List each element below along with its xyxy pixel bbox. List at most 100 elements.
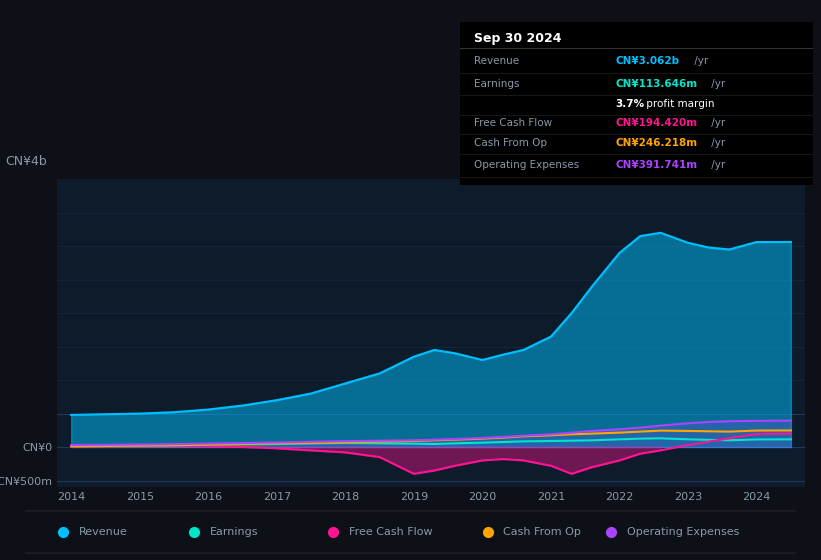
Earnings: [786, 436, 796, 443]
Text: CN¥4b: CN¥4b: [5, 155, 47, 167]
Revenue: [67, 412, 76, 418]
Operating Expenses: [67, 442, 76, 449]
Line: Free Cash Flow: Free Cash Flow: [71, 433, 791, 474]
Revenue: [683, 240, 693, 246]
Revenue: [341, 380, 351, 387]
Text: Sep 30 2024: Sep 30 2024: [474, 32, 562, 45]
Text: /yr: /yr: [709, 118, 726, 128]
Free Cash Flow: [429, 467, 439, 474]
Operating Expenses: [135, 441, 144, 448]
Operating Expenses: [683, 420, 693, 427]
Earnings: [615, 436, 625, 443]
Operating Expenses: [498, 433, 508, 440]
Cash From Op: [429, 437, 439, 444]
Cash From Op: [683, 428, 693, 435]
Cash From Op: [656, 427, 666, 434]
Free Cash Flow: [306, 447, 316, 454]
Cash From Op: [237, 441, 247, 447]
Earnings: [429, 441, 439, 447]
Revenue: [752, 239, 762, 245]
Revenue: [786, 239, 796, 245]
Free Cash Flow: [67, 443, 76, 450]
Text: Free Cash Flow: Free Cash Flow: [474, 118, 552, 128]
Free Cash Flow: [374, 454, 384, 460]
Operating Expenses: [519, 432, 529, 439]
Free Cash Flow: [635, 450, 645, 457]
Free Cash Flow: [237, 444, 247, 450]
Cash From Op: [786, 427, 796, 434]
Cash From Op: [306, 440, 316, 446]
Free Cash Flow: [786, 430, 796, 437]
Line: Revenue: Revenue: [71, 233, 791, 415]
Free Cash Flow: [752, 431, 762, 437]
Free Cash Flow: [498, 456, 508, 463]
Revenue: [635, 233, 645, 240]
Free Cash Flow: [169, 442, 179, 449]
Operating Expenses: [237, 440, 247, 446]
Free Cash Flow: [566, 470, 576, 477]
Text: Revenue: Revenue: [474, 57, 519, 67]
Earnings: [724, 437, 734, 444]
Earnings: [67, 442, 76, 449]
Text: Revenue: Revenue: [79, 527, 127, 537]
Text: /yr: /yr: [709, 138, 726, 148]
Earnings: [752, 436, 762, 443]
Revenue: [429, 347, 439, 353]
Revenue: [704, 244, 713, 251]
Revenue: [100, 411, 110, 418]
Free Cash Flow: [478, 457, 488, 464]
Free Cash Flow: [100, 443, 110, 450]
Free Cash Flow: [587, 464, 597, 470]
Cash From Op: [100, 442, 110, 449]
Operating Expenses: [615, 426, 625, 433]
Free Cash Flow: [519, 457, 529, 464]
Earnings: [546, 438, 556, 445]
Free Cash Flow: [615, 457, 625, 464]
Revenue: [566, 310, 576, 316]
Cash From Op: [409, 438, 419, 445]
Cash From Op: [135, 442, 144, 449]
Operating Expenses: [656, 422, 666, 429]
Revenue: [450, 350, 460, 357]
Earnings: [450, 440, 460, 447]
Line: Earnings: Earnings: [71, 438, 791, 446]
Free Cash Flow: [683, 442, 693, 449]
Free Cash Flow: [546, 463, 556, 469]
Revenue: [204, 406, 213, 413]
Text: CN¥246.218m: CN¥246.218m: [615, 138, 697, 148]
Revenue: [306, 390, 316, 397]
Earnings: [135, 442, 144, 449]
Text: /yr: /yr: [709, 79, 726, 89]
Operating Expenses: [409, 437, 419, 444]
Operating Expenses: [724, 418, 734, 424]
Revenue: [169, 409, 179, 416]
Cash From Op: [478, 435, 488, 442]
Free Cash Flow: [724, 435, 734, 442]
Cash From Op: [204, 441, 213, 448]
Text: CN¥194.420m: CN¥194.420m: [615, 118, 697, 128]
Earnings: [704, 436, 713, 443]
Operating Expenses: [566, 430, 576, 436]
Operating Expenses: [546, 431, 556, 438]
Cash From Op: [498, 435, 508, 441]
Text: CN¥391.741m: CN¥391.741m: [615, 160, 697, 170]
Earnings: [374, 440, 384, 447]
Free Cash Flow: [656, 447, 666, 454]
Operating Expenses: [429, 436, 439, 443]
Free Cash Flow: [272, 445, 282, 452]
Revenue: [135, 410, 144, 417]
Earnings: [519, 438, 529, 445]
Cash From Op: [635, 428, 645, 435]
Earnings: [478, 439, 488, 446]
Text: Cash From Op: Cash From Op: [474, 138, 547, 148]
Free Cash Flow: [341, 449, 351, 456]
Earnings: [204, 441, 213, 448]
Revenue: [724, 246, 734, 253]
Revenue: [656, 230, 666, 236]
Free Cash Flow: [135, 442, 144, 449]
Text: /yr: /yr: [709, 160, 726, 170]
Cash From Op: [67, 443, 76, 450]
Earnings: [498, 438, 508, 445]
Operating Expenses: [635, 424, 645, 431]
Operating Expenses: [169, 441, 179, 447]
